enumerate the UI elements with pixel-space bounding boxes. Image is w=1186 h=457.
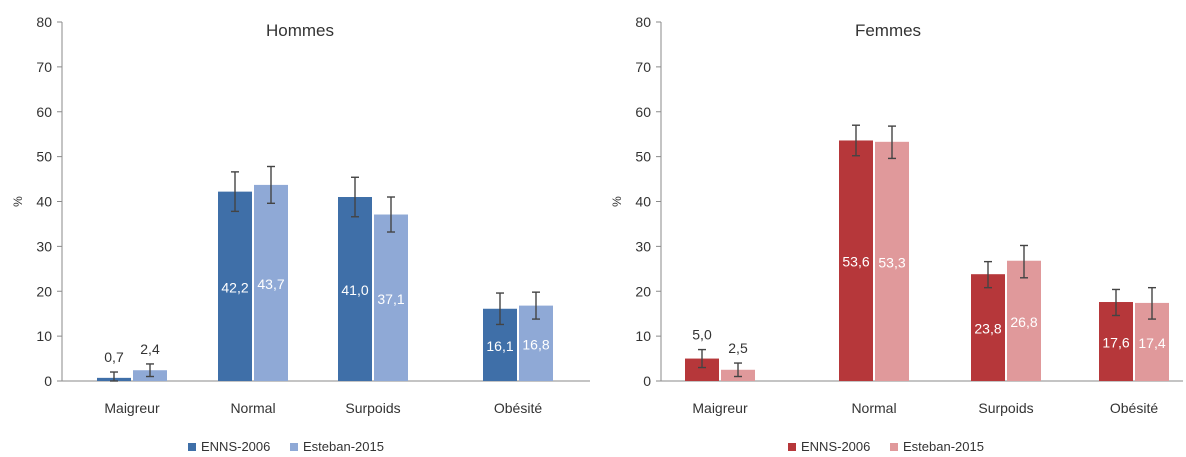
- chart-hommes: Hommes% 0 10 20 30 40 50 60 70 80 Maigreur Normal Su…: [11, 14, 590, 454]
- y-tick-label: 50: [36, 149, 52, 165]
- y-tick-label: 70: [635, 59, 651, 75]
- data-label: 42,2: [221, 279, 248, 295]
- legend-label: Esteban-2015: [303, 439, 384, 454]
- y-tick-label: 60: [36, 104, 52, 120]
- data-label: 5,0: [692, 327, 712, 343]
- legend-swatch: [290, 443, 298, 451]
- data-label: 26,8: [1010, 314, 1037, 330]
- legend-label: ENNS-2006: [201, 439, 270, 454]
- data-label: 41,0: [341, 282, 368, 298]
- y-tick-label: 0: [44, 373, 52, 389]
- data-label: 2,4: [140, 341, 160, 357]
- x-tick-label: Normal: [230, 400, 275, 416]
- x-tick-label: Maigreur: [104, 400, 160, 416]
- data-label: 23,8: [974, 321, 1001, 337]
- data-label: 53,6: [842, 254, 869, 270]
- x-tick-label: Surpoids: [345, 400, 400, 416]
- bar: [374, 214, 408, 381]
- bar: [1007, 260, 1041, 381]
- y-tick-label: 80: [36, 14, 52, 30]
- x-tick-label: Obésité: [1110, 400, 1158, 416]
- x-tick-label: Normal: [851, 400, 896, 416]
- x-tick-label: Maigreur: [692, 400, 748, 416]
- bar: [839, 140, 873, 381]
- legend-label: Esteban-2015: [903, 439, 984, 454]
- y-tick-label: 60: [635, 104, 651, 120]
- data-label: 17,4: [1138, 335, 1165, 351]
- data-label: 53,3: [878, 254, 905, 270]
- bar: [218, 191, 252, 381]
- y-tick-label: 20: [36, 283, 52, 299]
- y-tick-label: 10: [635, 328, 651, 344]
- data-label: 2,5: [728, 340, 748, 356]
- y-tick-label: 70: [36, 59, 52, 75]
- chart-title: Femmes: [855, 21, 921, 40]
- x-tick-label: Surpoids: [978, 400, 1033, 416]
- data-label: 43,7: [257, 276, 284, 292]
- legend-swatch: [788, 443, 796, 451]
- bar: [875, 141, 909, 381]
- y-tick-label: 0: [643, 373, 651, 389]
- data-label: 16,1: [486, 338, 513, 354]
- x-tick-label: Obésité: [494, 400, 542, 416]
- y-tick-label: 30: [36, 238, 52, 254]
- y-tick-label: 50: [635, 149, 651, 165]
- data-label: 0,7: [104, 349, 124, 365]
- legend-label: ENNS-2006: [801, 439, 870, 454]
- y-axis-label: %: [610, 196, 624, 207]
- bar: [254, 184, 288, 381]
- data-label: 17,6: [1102, 335, 1129, 351]
- y-tick-label: 40: [635, 194, 651, 210]
- bar: [685, 358, 719, 381]
- y-tick-label: 20: [635, 283, 651, 299]
- legend-swatch: [890, 443, 898, 451]
- bar: [971, 274, 1005, 381]
- y-tick-label: 40: [36, 194, 52, 210]
- data-label: 16,8: [522, 336, 549, 352]
- data-label: 37,1: [377, 291, 404, 307]
- bar: [338, 197, 372, 381]
- y-tick-label: 30: [635, 238, 651, 254]
- y-tick-label: 10: [36, 328, 52, 344]
- legend-swatch: [188, 443, 196, 451]
- chart-title: Hommes: [266, 21, 334, 40]
- y-tick-label: 80: [635, 14, 651, 30]
- y-axis-label: %: [11, 196, 25, 207]
- chart-femmes: Femmes% 0 10 20 30 40 50 60 70 80 Maigreur Normal Su…: [610, 14, 1183, 454]
